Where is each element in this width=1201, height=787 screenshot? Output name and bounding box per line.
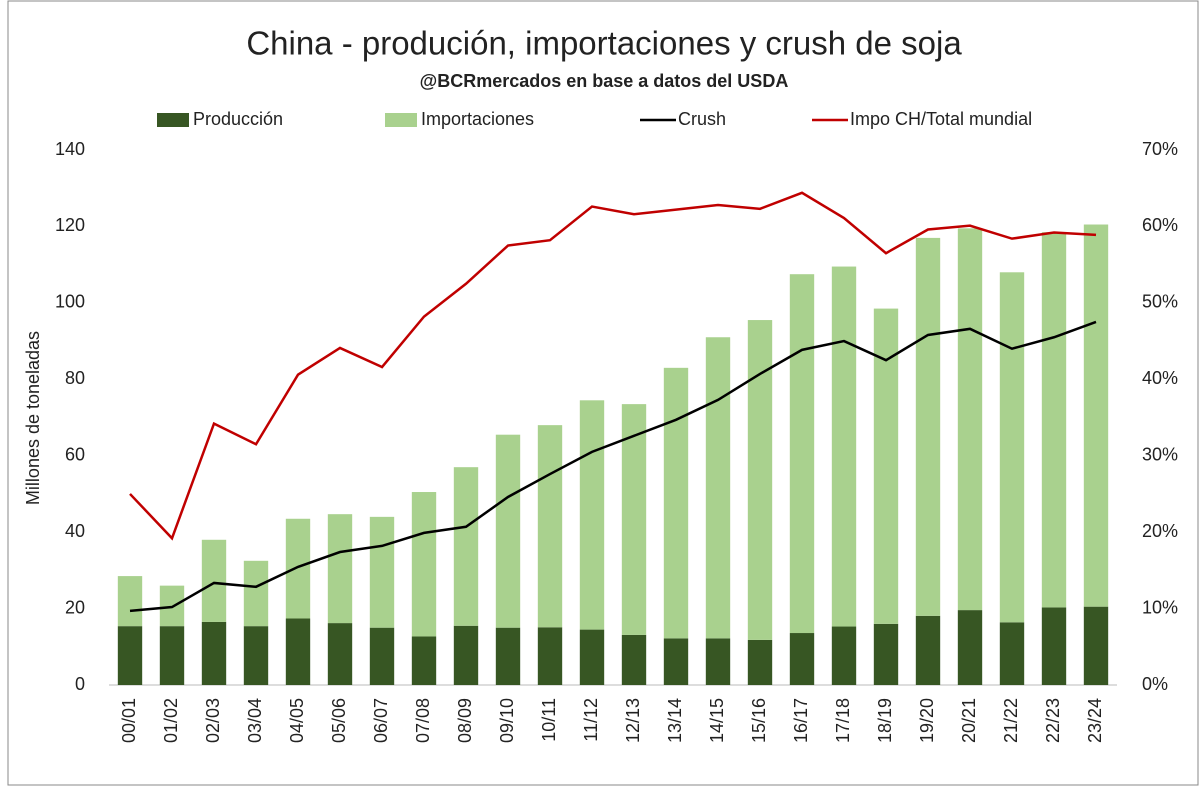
bar bbox=[201, 539, 227, 622]
legend-swatch bbox=[157, 113, 189, 127]
x-tick-label: 02/03 bbox=[203, 698, 223, 743]
bar bbox=[831, 266, 857, 627]
bar bbox=[621, 404, 647, 635]
x-tick-label: 08/09 bbox=[455, 698, 475, 743]
bar bbox=[117, 626, 143, 685]
x-tick-label: 11/12 bbox=[581, 698, 601, 742]
bar bbox=[1083, 224, 1109, 607]
bar bbox=[1083, 606, 1109, 685]
legend-label: Importaciones bbox=[421, 109, 534, 129]
bar bbox=[411, 636, 437, 685]
bar bbox=[789, 633, 815, 685]
x-tick-label: 16/17 bbox=[791, 698, 811, 743]
bar bbox=[957, 228, 983, 611]
bar bbox=[579, 629, 605, 685]
bar bbox=[243, 626, 269, 685]
y2-tick-label: 50% bbox=[1142, 292, 1178, 312]
y2-tick-label: 20% bbox=[1142, 521, 1178, 541]
bar bbox=[159, 626, 185, 685]
bar bbox=[831, 626, 857, 685]
bar bbox=[915, 615, 941, 685]
x-tick-label: 22/23 bbox=[1043, 698, 1063, 743]
bar bbox=[789, 274, 815, 634]
y-tick-label: 40 bbox=[65, 521, 85, 541]
y2-tick-label: 40% bbox=[1142, 368, 1178, 388]
bar bbox=[327, 514, 353, 624]
bar bbox=[369, 516, 395, 628]
x-tick-label: 05/06 bbox=[329, 698, 349, 743]
legend-swatch bbox=[385, 113, 417, 127]
legend-label: Impo CH/Total mundial bbox=[850, 109, 1032, 129]
y2-tick-label: 60% bbox=[1142, 215, 1178, 235]
x-tick-label: 07/08 bbox=[413, 698, 433, 743]
bar bbox=[495, 434, 521, 628]
y-tick-label: 120 bbox=[55, 215, 85, 235]
x-tick-label: 04/05 bbox=[287, 698, 307, 743]
y-tick-label: 20 bbox=[65, 597, 85, 617]
y2-tick-label: 70% bbox=[1142, 139, 1178, 159]
x-tick-label: 17/18 bbox=[833, 698, 853, 743]
legend-label: Producción bbox=[193, 109, 283, 129]
y-tick-label: 60 bbox=[65, 444, 85, 464]
y2-tick-label: 30% bbox=[1142, 444, 1178, 464]
bar bbox=[285, 518, 311, 619]
bar bbox=[621, 634, 647, 685]
bar bbox=[411, 492, 437, 637]
x-tick-label: 13/14 bbox=[665, 698, 685, 743]
x-tick-label: 00/01 bbox=[119, 698, 139, 743]
x-tick-label: 01/02 bbox=[161, 698, 181, 743]
legend-label: Crush bbox=[678, 109, 726, 129]
bar bbox=[453, 467, 479, 626]
bar bbox=[537, 425, 563, 628]
chart-title: China - produción, importaciones y crush… bbox=[246, 25, 962, 62]
bar bbox=[1041, 232, 1067, 608]
bar bbox=[663, 367, 689, 639]
x-tick-label: 23/24 bbox=[1085, 698, 1105, 743]
bar bbox=[747, 639, 773, 685]
x-tick-label: 20/21 bbox=[959, 698, 979, 743]
x-tick-label: 10/11 bbox=[539, 698, 559, 742]
x-tick-label: 19/20 bbox=[917, 698, 937, 743]
bar bbox=[201, 621, 227, 685]
y2-tick-label: 0% bbox=[1142, 674, 1168, 694]
bar bbox=[243, 560, 269, 627]
bar bbox=[537, 627, 563, 685]
x-tick-label: 15/16 bbox=[749, 698, 769, 743]
x-tick-label: 06/07 bbox=[371, 698, 391, 743]
bar bbox=[915, 237, 941, 616]
x-tick-label: 09/10 bbox=[497, 698, 517, 743]
bar bbox=[327, 623, 353, 685]
bar bbox=[117, 576, 143, 627]
y-tick-label: 0 bbox=[75, 674, 85, 694]
line-series bbox=[129, 320, 1097, 613]
x-tick-label: 03/04 bbox=[245, 698, 265, 743]
x-tick-label: 12/13 bbox=[623, 698, 643, 743]
y-tick-label: 140 bbox=[55, 139, 85, 159]
bar bbox=[663, 638, 689, 685]
bar bbox=[705, 638, 731, 685]
chart-subtitle: @BCRmercados en base a datos del USDA bbox=[420, 71, 789, 91]
x-tick-label: 14/15 bbox=[707, 698, 727, 743]
line-series bbox=[129, 191, 1097, 541]
y-axis-label: Millones de toneladas bbox=[23, 331, 43, 505]
bar bbox=[579, 400, 605, 630]
bar bbox=[705, 337, 731, 639]
y-tick-label: 100 bbox=[55, 292, 85, 312]
x-tick-label: 21/22 bbox=[1001, 698, 1021, 743]
bar bbox=[999, 272, 1025, 623]
x-tick-label: 18/19 bbox=[875, 698, 895, 743]
bar bbox=[957, 610, 983, 685]
bar bbox=[369, 627, 395, 685]
bar bbox=[999, 622, 1025, 685]
y2-tick-label: 10% bbox=[1142, 597, 1178, 617]
bar bbox=[873, 623, 899, 685]
bar bbox=[453, 625, 479, 685]
bar bbox=[285, 618, 311, 685]
y-tick-label: 80 bbox=[65, 368, 85, 388]
bar bbox=[1041, 607, 1067, 685]
bar bbox=[495, 627, 521, 685]
